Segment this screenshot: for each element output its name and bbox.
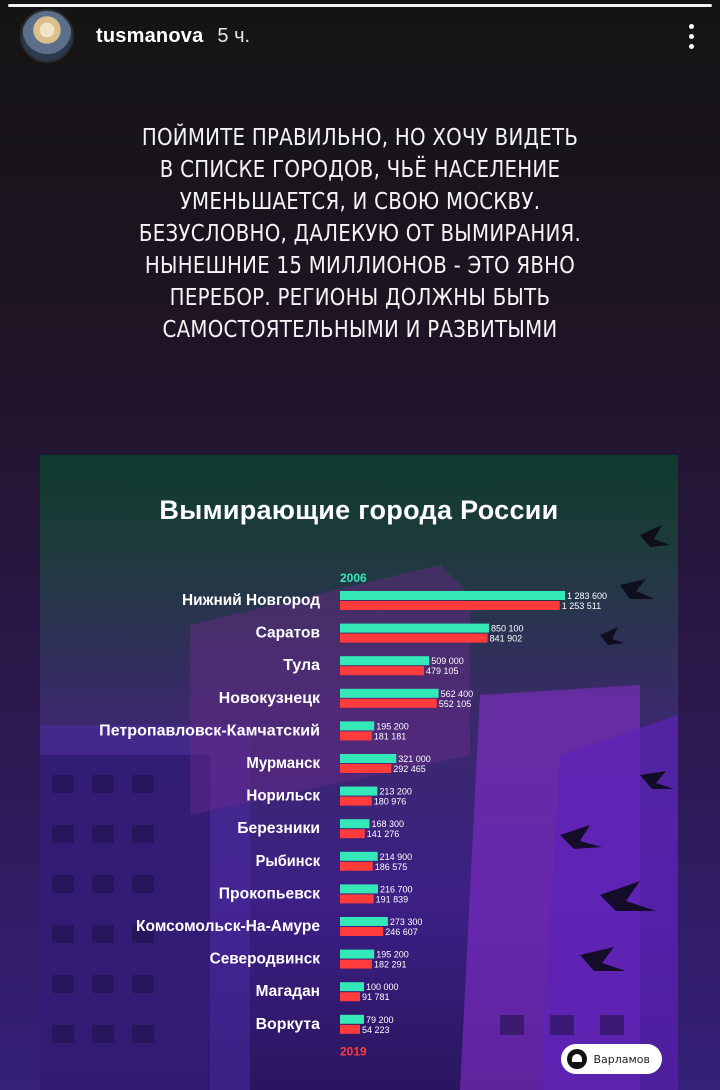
value-label-2019: 292 465: [393, 764, 426, 774]
story-header: tusmanova 5 ч.: [20, 8, 700, 64]
bar-2019: [340, 861, 373, 871]
value-label-2006: 273 300: [390, 917, 423, 927]
value-label-2019: 186 575: [375, 862, 408, 872]
value-label-2019: 181 181: [374, 731, 407, 741]
value-label-2006: 168 300: [372, 819, 405, 829]
value-label-2006: 216 700: [380, 884, 413, 894]
value-label-2019: 552 105: [439, 699, 472, 709]
category-label: Мурманск: [246, 755, 321, 772]
bar-2006: [340, 949, 375, 959]
bar-2006: [340, 623, 490, 633]
value-label-2006: 79 200: [366, 1015, 394, 1025]
bar-2006: [340, 982, 364, 992]
story-progress-segment: [8, 4, 712, 7]
bar-2019: [340, 959, 372, 969]
bar-2006: [340, 884, 378, 894]
bar-2019: [340, 731, 372, 741]
bar-2019: [340, 601, 560, 610]
value-label-2019: 1 253 511: [562, 601, 601, 611]
series-label-2019: 2019: [340, 1044, 367, 1058]
bar-2006: [340, 688, 439, 698]
brand-badge[interactable]: Варламов: [561, 1044, 662, 1074]
category-label: Саратов: [256, 625, 321, 642]
value-label-2006: 509 000: [431, 656, 464, 666]
username[interactable]: tusmanova: [96, 24, 204, 47]
bar-2006: [340, 819, 370, 829]
category-label: Рыбинск: [256, 853, 321, 870]
value-label-2019: 180 976: [374, 797, 407, 807]
story-progress: [8, 4, 712, 7]
category-label: Тула: [283, 657, 320, 674]
value-label-2019: 182 291: [374, 960, 407, 970]
value-label-2019: 841 902: [490, 634, 523, 644]
category-label: Березники: [237, 820, 320, 837]
value-label-2006: 850 100: [491, 624, 524, 634]
bar-2019: [340, 666, 424, 676]
bar-2019: [340, 992, 360, 1002]
value-label-2006: 562 400: [441, 689, 474, 699]
bar-2019: [340, 927, 384, 936]
category-label: Северодвинск: [210, 951, 321, 968]
category-label: Комсомольск-На-Амуре: [136, 918, 320, 935]
category-label: Воркута: [256, 1016, 321, 1033]
category-label: Магадан: [256, 983, 320, 1000]
bar-2006: [340, 786, 378, 796]
value-label-2006: 214 900: [380, 852, 413, 862]
chart-poster: 2006 2019 Нижний Новгород 1 283 600 1 253 51…: [40, 455, 678, 1090]
chart-title: Вымирающие города России: [159, 495, 559, 525]
category-label: Прокопьевск: [219, 885, 321, 902]
bar-2019: [340, 633, 488, 643]
value-label-2019: 91 781: [362, 992, 390, 1002]
value-label-2006: 100 000: [366, 982, 399, 992]
story-caption: ПОЙМИТЕ ПРАВИЛЬНО, НО ХОЧУ ВИДЕТЬ В СПИС…: [138, 125, 582, 343]
value-label-2019: 141 276: [367, 829, 400, 839]
value-label-2006: 195 200: [376, 950, 409, 960]
bar-2019: [340, 894, 374, 904]
bar-2006: [340, 721, 375, 731]
value-label-2006: 321 000: [398, 754, 431, 764]
value-label-2019: 54 223: [362, 1025, 390, 1035]
value-label-2019: 479 105: [426, 666, 459, 676]
more-vertical-icon[interactable]: [683, 18, 700, 55]
brand-label: Варламов: [593, 1052, 650, 1066]
value-label-2006: 213 200: [379, 787, 412, 797]
value-label-2019: 191 839: [376, 894, 409, 904]
value-label-2006: 195 200: [376, 721, 409, 731]
bar-2019: [340, 764, 392, 773]
bar-2019: [340, 829, 365, 839]
brand-logo-icon: [567, 1049, 588, 1069]
category-label: Норильск: [246, 788, 321, 805]
bar-2006: [340, 656, 430, 666]
category-label: Нижний Новгород: [182, 592, 320, 609]
category-label: Петропавловск-Камчатский: [99, 722, 320, 739]
bar-2006: [340, 917, 388, 926]
bar-2019: [340, 698, 437, 708]
category-label: Новокузнецк: [219, 690, 321, 707]
bar-2006: [340, 851, 378, 861]
bar-2006: [340, 754, 397, 763]
bar-2006: [340, 591, 565, 600]
bar-2006: [340, 1014, 364, 1024]
bar-2019: [340, 1024, 360, 1034]
value-label-2006: 1 283 600: [567, 591, 607, 601]
timestamp: 5 ч.: [217, 24, 251, 47]
series-label-2006: 2006: [340, 571, 367, 585]
value-label-2019: 246 607: [385, 927, 418, 937]
bar-2019: [340, 796, 372, 806]
avatar[interactable]: [20, 9, 74, 63]
